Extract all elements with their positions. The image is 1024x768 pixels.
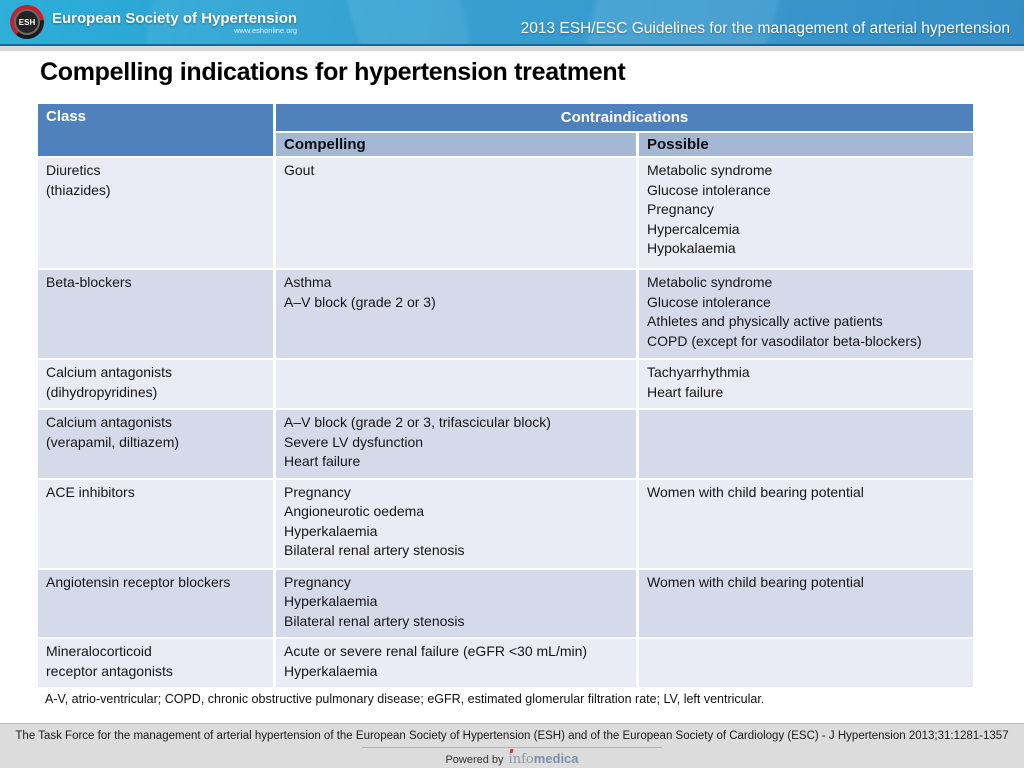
table-row: Angiotensin receptor blockers Pregnancy Hy… <box>38 569 974 637</box>
cell-line: Calcium antagonists <box>46 414 173 430</box>
cell-line: Gout <box>284 162 315 178</box>
footer-divider <box>362 747 662 748</box>
cell-class: Diuretics (thiazides) <box>38 158 273 268</box>
table-row: ACE inhibitors Pregnancy Angioneurotic oed… <box>38 479 974 568</box>
cell-line: Hyperkalaemia <box>284 522 378 539</box>
cell-line: Hyperkalaemia <box>284 662 378 679</box>
cell-compelling: Gout <box>276 158 636 268</box>
cell-line: A–V block (grade 2 or 3) <box>284 293 436 310</box>
cell-line: Acute or severe renal failure (eGFR <30 … <box>284 643 588 659</box>
cell-line: Beta-blockers <box>46 274 132 290</box>
cell-line: Angioneurotic oedema <box>284 503 425 519</box>
cell-line: Asthma <box>284 274 332 290</box>
cell-compelling: Asthma A–V block (grade 2 or 3) <box>276 270 636 358</box>
cell-line: Metabolic syndrome <box>647 162 773 178</box>
cell-line: (dihydropyridines) <box>46 383 158 400</box>
column-header-compelling: Compelling <box>276 133 636 156</box>
powered-by: Powered by infomedica <box>0 749 1024 767</box>
column-header-possible: Possible <box>639 133 974 156</box>
cell-line: Hypercalcemia <box>647 220 740 237</box>
powered-by-label: Powered by <box>445 754 504 766</box>
table-header-row-2: Compelling Possible <box>38 133 974 156</box>
banner-left: ESH European Society of Hypertension www… <box>10 5 297 39</box>
cell-compelling: Acute or severe renal failure (eGFR <30 … <box>276 639 636 687</box>
table-row: Calcium antagonists (verapamil, diltiazem… <box>38 410 974 478</box>
cell-line: Hypokalaemia <box>647 240 736 256</box>
esh-logo-icon: ESH <box>10 5 44 39</box>
cell-possible <box>639 639 974 687</box>
cell-line: Bilateral renal artery stenosis <box>284 612 465 629</box>
cell-line: Angiotensin receptor blockers <box>46 573 231 590</box>
cell-possible: Women with child bearing potential <box>639 569 974 637</box>
org-url: www.eshonline.org <box>234 25 298 35</box>
cell-possible <box>639 410 974 478</box>
org-name: European Society of Hypertension <box>52 9 298 27</box>
cell-line: Tachyarrhythmia <box>647 364 750 380</box>
cell-compelling <box>276 360 636 408</box>
cell-possible: Women with child bearing potential <box>639 479 974 568</box>
cell-line: Pregnancy <box>647 201 714 217</box>
cell-possible: Metabolic syndrome Glucose intolerance Ath… <box>639 270 974 358</box>
cell-line: ACE inhibitors <box>46 483 135 500</box>
esh-logo-badge: ESH <box>14 9 40 35</box>
cell-line: Glucose intolerance <box>647 181 771 198</box>
cell-line: Hyperkalaemia <box>284 593 378 609</box>
infomedica-dot-icon <box>509 749 513 753</box>
cell-compelling: Pregnancy Hyperkalaemia Bilateral renal ar… <box>276 569 636 637</box>
citation: The Task Force for the management of art… <box>15 730 1009 742</box>
cell-class: Angiotensin receptor blockers <box>38 569 273 637</box>
cell-line: Pregnancy <box>284 483 351 500</box>
infomedica-logo: infomedica <box>508 749 579 767</box>
cell-line: Athletes and physically active patients <box>647 313 883 329</box>
cell-line: Metabolic syndrome <box>647 274 773 290</box>
cell-compelling: Pregnancy Angioneurotic oedema Hyperkalaem… <box>276 479 636 568</box>
cell-line: receptor antagonists <box>46 662 173 679</box>
table-row: Beta-blockers Asthma A–V block (grade 2 or… <box>38 270 974 358</box>
cell-line: A–V block (grade 2 or 3, trifascicular b… <box>284 414 551 430</box>
cell-line: COPD (except for vasodilator beta-blocke… <box>647 332 922 349</box>
cell-class: ACE inhibitors <box>38 479 273 568</box>
org-block: European Society of Hypertension www.esh… <box>52 10 297 35</box>
cell-line: Calcium antagonists <box>46 364 173 380</box>
page-title: Compelling indications for hypertension … <box>40 58 626 86</box>
cell-line: Heart failure <box>284 453 361 469</box>
infomedica-logo-medica: medica <box>533 751 579 766</box>
banner-title: 2013 ESH/ESC Guidelines for the manageme… <box>520 20 1010 37</box>
cell-class: Mineralocorticoid receptor antagonists <box>38 639 273 687</box>
cell-compelling: A–V block (grade 2 or 3, trifascicular b… <box>276 410 636 478</box>
contraindications-table: Class Contraindications Compelling Possi… <box>35 102 976 689</box>
table-header-row-1: Class Contraindications <box>38 104 974 156</box>
cell-class: Beta-blockers <box>38 270 273 358</box>
cell-line: Women with child bearing potential <box>647 573 864 590</box>
column-header-contraindications: Contraindications <box>276 104 974 131</box>
cell-line: Pregnancy <box>284 573 351 590</box>
cell-line: Diuretics <box>46 162 101 178</box>
banner-underline <box>0 46 1024 51</box>
cell-possible: Tachyarrhythmia Heart failure <box>639 360 974 408</box>
infomedica-logo-info: info <box>508 752 534 767</box>
table-row: Calcium antagonists (dihydropyridines) Tac… <box>38 360 974 408</box>
cell-line: (verapamil, diltiazem) <box>46 433 180 450</box>
column-header-class: Class <box>38 104 273 156</box>
cell-class: Calcium antagonists (verapamil, diltiazem… <box>38 410 273 478</box>
footer: The Task Force for the management of art… <box>0 723 1024 768</box>
table-row: Diuretics (thiazides) Gout Metabolic syndro… <box>38 158 974 268</box>
cell-line: Glucose intolerance <box>647 293 771 310</box>
cell-line: Heart failure <box>647 383 724 400</box>
cell-line: Mineralocorticoid <box>46 643 152 659</box>
cell-possible: Metabolic syndrome Glucose intolerance Pre… <box>639 158 974 268</box>
table-row: Mineralocorticoid receptor antagonists Acu… <box>38 639 974 687</box>
header-banner: ESH European Society of Hypertension www… <box>0 0 1024 46</box>
cell-line: (thiazides) <box>46 181 111 198</box>
cell-line: Bilateral renal artery stenosis <box>284 542 465 558</box>
cell-line: Women with child bearing potential <box>647 483 864 500</box>
footnote: A-V, atrio-ventricular; COPD, chronic ob… <box>45 692 765 706</box>
cell-class: Calcium antagonists (dihydropyridines) <box>38 360 273 408</box>
cell-line: Severe LV dysfunction <box>284 433 424 450</box>
